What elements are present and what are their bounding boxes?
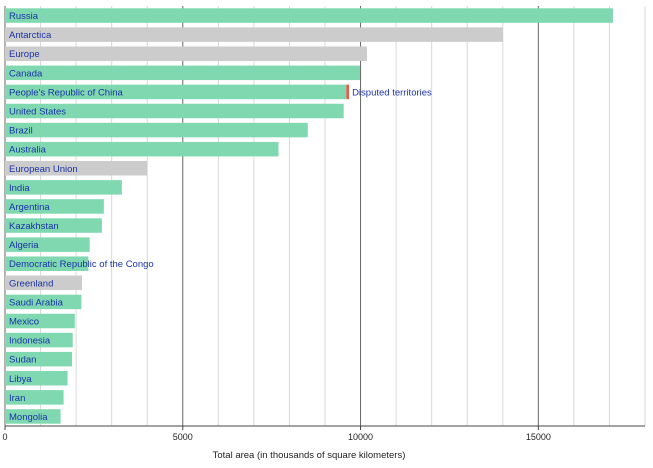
bar bbox=[5, 122, 308, 138]
bar-labels: Russia Antarctica Europe Canada People's Rep… bbox=[9, 11, 432, 423]
bar bbox=[5, 294, 82, 310]
bar-label: Saudi Arabia bbox=[9, 297, 64, 308]
bar bbox=[5, 275, 83, 291]
bar bbox=[5, 199, 104, 214]
bar bbox=[5, 409, 61, 424]
bar-label: Democratic Republic of the Congo bbox=[9, 259, 154, 270]
bar bbox=[5, 46, 367, 61]
bar bbox=[5, 313, 75, 329]
bar-label: Australia bbox=[9, 145, 47, 156]
x-tick-label: 10000 bbox=[348, 432, 373, 442]
x-tick-label: 15000 bbox=[526, 432, 551, 442]
bar bbox=[5, 332, 73, 348]
bar-label: Algeria bbox=[9, 240, 39, 251]
bar-label: Sudan bbox=[9, 355, 36, 366]
bar bbox=[5, 103, 344, 119]
bar-label: European Union bbox=[9, 164, 78, 175]
bar bbox=[5, 8, 613, 23]
bar bbox=[5, 390, 64, 405]
disputed-bar-segment bbox=[346, 84, 350, 100]
bar bbox=[5, 84, 347, 100]
x-axis-title: Total area (in thousands of square kilom… bbox=[213, 450, 406, 461]
bar-label: United States bbox=[9, 107, 66, 118]
bar-label: Greenland bbox=[9, 278, 53, 289]
bar-label: Argentina bbox=[9, 202, 50, 213]
bar-label: Canada bbox=[9, 68, 43, 79]
bar bbox=[5, 27, 503, 42]
bar bbox=[5, 65, 361, 81]
bar-label: People's Republic of China bbox=[9, 87, 123, 98]
bar-label: Indonesia bbox=[9, 336, 51, 347]
bar bbox=[5, 351, 73, 367]
x-tick-label: 5000 bbox=[173, 432, 193, 442]
x-axis: 0 5000 10000 15000 bbox=[2, 425, 645, 442]
bar-label: Mexico bbox=[9, 317, 39, 328]
bar bbox=[5, 371, 68, 386]
bar bbox=[5, 180, 122, 195]
bar bbox=[5, 218, 102, 233]
bar-label: Libya bbox=[9, 374, 32, 385]
bar bbox=[5, 237, 90, 252]
bar-label: India bbox=[9, 183, 30, 194]
bar-label: Europe bbox=[9, 49, 40, 60]
bar-label: Mongolia bbox=[9, 412, 48, 423]
bar-label: Kazakhstan bbox=[9, 221, 59, 232]
bar-label: Antarctica bbox=[9, 30, 52, 41]
bar-annotation: Disputed territories bbox=[352, 87, 432, 98]
bar bbox=[5, 141, 279, 157]
bar bbox=[5, 161, 148, 176]
bar bbox=[5, 256, 89, 271]
bar-label: Iran bbox=[9, 393, 25, 404]
bar-series bbox=[5, 8, 613, 424]
bar-label: Russia bbox=[9, 11, 39, 22]
x-tick-label: 0 bbox=[2, 432, 7, 442]
bar-label: Brazil bbox=[9, 126, 33, 137]
